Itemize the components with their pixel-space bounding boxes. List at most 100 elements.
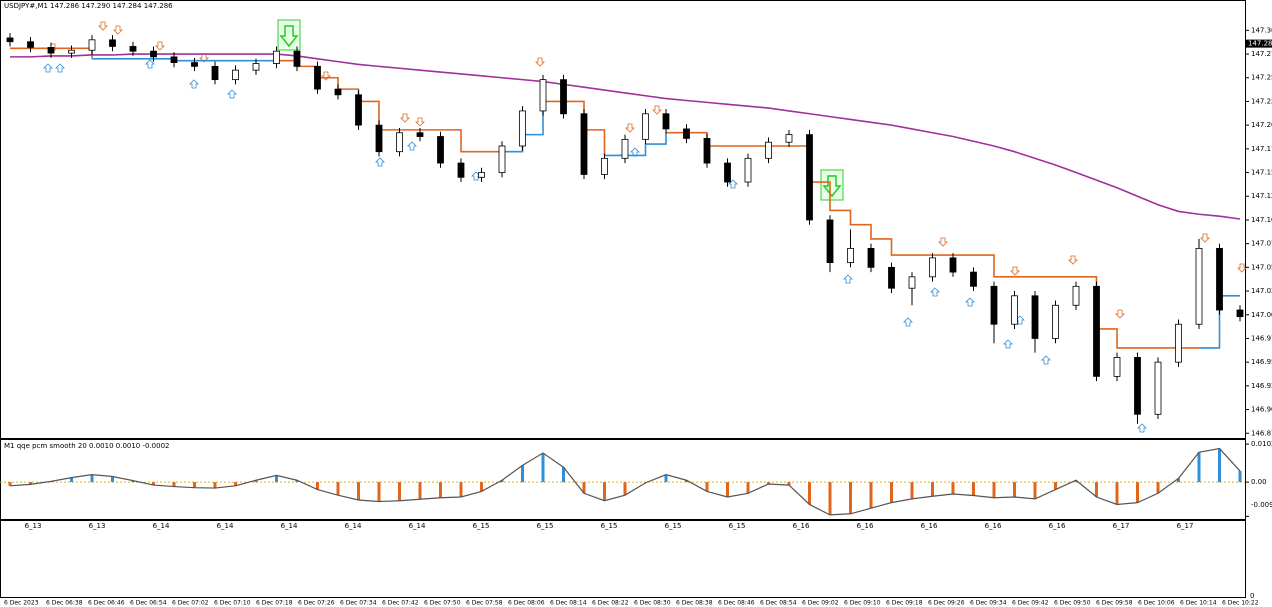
stop-line: [604, 132, 667, 157]
candle-body: [724, 162, 731, 183]
x-tick-label: 6_16: [793, 522, 810, 530]
x-tick-label: 6 Dec 07:50: [424, 600, 461, 607]
x-tick-label: 6 Dec 07:10: [214, 600, 251, 607]
candle-body: [1175, 323, 1182, 363]
y-tick-label: 147.250: [1251, 74, 1272, 82]
histogram-bar: [562, 467, 565, 483]
candle-body: [1093, 285, 1100, 377]
histogram-bar: [336, 482, 340, 496]
up-arrow: [728, 179, 738, 189]
bottom-pane-frame: [0, 520, 1246, 598]
histogram-bar: [439, 482, 442, 498]
histogram-bar: [992, 482, 996, 498]
candle-body: [806, 134, 813, 221]
x-tick-label: 6_16: [921, 522, 938, 530]
histogram-bar: [275, 475, 278, 483]
candle-body: [765, 141, 772, 159]
up-arrow: [1003, 339, 1013, 349]
candle-body: [88, 39, 96, 51]
stop-line: [666, 131, 1199, 349]
x-tick-label: 6 Dec 06:46: [88, 600, 125, 607]
up-arrow: [965, 297, 975, 307]
histogram-bar: [787, 482, 791, 486]
x-tick-label: 6_15: [601, 522, 618, 530]
candle-body: [990, 285, 998, 325]
candle-body: [68, 49, 75, 54]
y-tick-label: 147.275: [1251, 50, 1272, 58]
candle-body: [539, 79, 547, 112]
x-tick-label: 6 Dec 07:34: [340, 600, 377, 607]
down-arrow: [625, 123, 635, 133]
price-label-box: [1246, 39, 1272, 48]
down-arrow: [113, 25, 123, 35]
x-tick-label: 6_14: [217, 522, 234, 530]
up-arrow: [189, 79, 199, 89]
histogram-bar: [1013, 482, 1016, 498]
candle-body: [6, 37, 14, 43]
y-tick-label: 0.0102: [1251, 440, 1272, 448]
y-tick-label: 147.025: [1251, 287, 1272, 295]
candle-body: [929, 257, 936, 278]
histogram-bar: [1156, 482, 1160, 494]
x-tick-label: 6 Dec 08:06: [508, 600, 545, 607]
candle-body: [519, 110, 526, 147]
y-tick-label: 147.100: [1251, 216, 1272, 224]
histogram-bar: [398, 482, 401, 501]
histogram-bar: [1136, 482, 1139, 503]
x-tick-label: 6 Dec 08:46: [718, 600, 755, 607]
down-arrow: [98, 21, 108, 31]
histogram-bar: [1054, 482, 1057, 490]
signal-box: [277, 19, 301, 51]
candle-body: [27, 41, 34, 48]
x-tick-label: 6 Dec 08:38: [676, 600, 713, 607]
candle-body: [601, 157, 608, 175]
histogram-bar: [316, 482, 319, 490]
histogram-bar: [234, 482, 237, 486]
down-arrow: [1115, 309, 1125, 319]
y-tick-label: 147.050: [1251, 263, 1272, 271]
candle-body: [129, 46, 137, 52]
candle-body: [47, 47, 55, 54]
histogram-bar: [480, 482, 483, 492]
candle-body: [560, 79, 567, 115]
x-tick-label: 6_17: [1113, 522, 1130, 530]
signal-arrow: [822, 175, 842, 198]
candle-body: [642, 113, 649, 140]
stop-line: [276, 59, 502, 153]
histogram-bar: [70, 477, 73, 483]
up-arrow: [1137, 423, 1147, 433]
x-tick-label: 6_13: [89, 522, 106, 530]
x-tick-label: 6_17: [1177, 522, 1194, 530]
histogram-bar: [828, 482, 832, 515]
y-tick-label: -0.0092: [1251, 501, 1272, 509]
x-tick-label: 6_16: [985, 522, 1002, 530]
candle-body: [232, 69, 239, 81]
x-tick-label: 6 Dec 09:18: [886, 600, 923, 607]
candle-body: [1195, 247, 1203, 325]
candle-body: [396, 132, 403, 153]
candle-body: [580, 113, 588, 175]
x-tick-label: 6 Dec 2023: [4, 600, 39, 607]
y-tick-label: 146.975: [1251, 334, 1272, 342]
x-tick-label: 6 Dec 08:54: [760, 600, 797, 607]
x-tick-label: 6 Dec 09:42: [1012, 600, 1049, 607]
histogram-bar: [418, 482, 422, 500]
candle-body: [355, 94, 362, 126]
histogram-bar: [623, 482, 627, 496]
x-tick-label: 6 Dec 08:22: [592, 600, 629, 607]
y-tick-label: 0.00: [1251, 478, 1267, 486]
candle-body: [252, 63, 260, 71]
candle-body: [949, 257, 957, 273]
histogram-bar: [705, 482, 709, 492]
candle-body: [1031, 295, 1039, 339]
histogram-bar: [29, 482, 32, 485]
histogram-bar: [1238, 470, 1242, 483]
x-tick-label: 6 Dec 09:58: [1096, 600, 1133, 607]
down-arrow: [652, 105, 662, 115]
up-arrow: [1041, 355, 1051, 365]
histogram-bar: [1074, 480, 1078, 483]
candle-body: [1113, 357, 1121, 377]
x-tick-label: 6 Dec 07:26: [298, 600, 335, 607]
candle-body: [498, 145, 506, 173]
up-arrow: [55, 63, 65, 73]
